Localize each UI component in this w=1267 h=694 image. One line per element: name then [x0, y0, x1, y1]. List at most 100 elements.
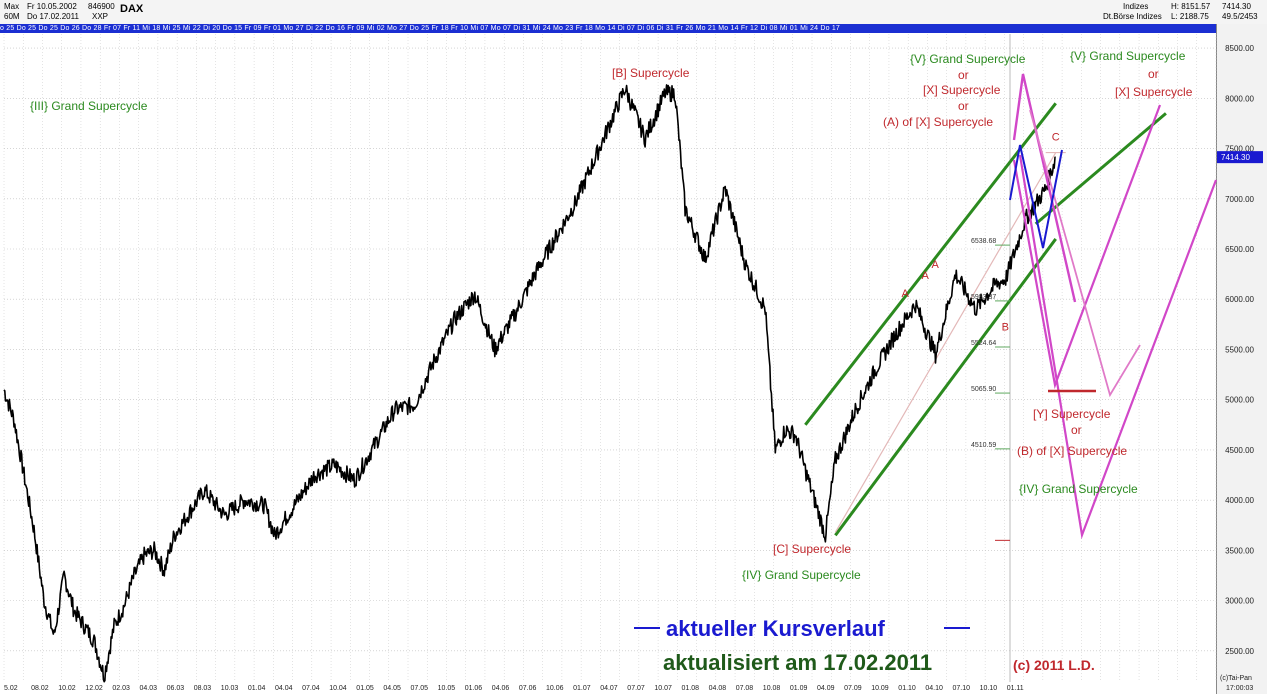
axis-labels: 2500.00 3000.00 3500.00 4000.00 4500.00 5000.… [4, 44, 1263, 692]
wave-label-b: B [1002, 321, 1009, 333]
annotation-iii-grand-supercycle: {III} Grand Supercycle [30, 99, 148, 113]
annotation-v-grand-supercycle: {V} Grand Supercycle [910, 52, 1026, 66]
period-date: Do 17.02.2011 [27, 12, 79, 21]
wave-label-a: A [932, 259, 940, 271]
x-tick-label: 04.03 [140, 685, 158, 692]
x-tick-label: 07.08 [736, 685, 754, 692]
inner-trend-line [834, 152, 1057, 533]
level-label: 5983.37 [971, 294, 996, 301]
annotation-v-right-or: or [1148, 67, 1159, 81]
y-tick-label: 6500.00 [1225, 245, 1254, 254]
low-label: L: 2188.75 [1171, 12, 1209, 21]
wave-label-a: A [922, 270, 930, 282]
x-tick-label: 01.10 [898, 685, 916, 692]
max-label: Max [4, 2, 20, 11]
x-tick-label: 07.05 [411, 685, 429, 692]
x-tick-label: 01.11 [1007, 685, 1024, 692]
y-tick-label: 5500.00 [1225, 345, 1254, 354]
dax-price-line [3, 84, 1056, 683]
annotation-x-right: [X] Supercycle [1115, 85, 1193, 99]
trend-channel [804, 102, 1167, 537]
x-tick-label: 10.05 [438, 685, 456, 692]
exchange-label: Dt.Börse Indizes [1103, 12, 1162, 21]
period-label: 60M [4, 12, 20, 21]
x-tick-label: 07.04 [302, 685, 320, 692]
x-tick-label: 10.02 [58, 685, 76, 692]
annotation-y-supercycle: [Y] Supercycle [1033, 407, 1111, 421]
x-tick-label: 04.05 [383, 685, 401, 692]
annotation-x-supercycle: [X] Supercycle [923, 83, 1001, 97]
x-tick-label: 10.04 [329, 685, 347, 692]
category-label: Indizes [1123, 2, 1149, 11]
y-tick-label: 8500.00 [1225, 44, 1254, 53]
x-tick-label: 10.06 [546, 685, 564, 692]
x-tick-label: 01.09 [790, 685, 808, 692]
x-tick-label: 10.09 [871, 685, 889, 692]
updated-on-label: aktualisiert am 17.02.2011 [663, 650, 932, 675]
x-tick-label: 01.08 [682, 685, 700, 692]
projection-path-pink [1029, 109, 1141, 398]
current-course-path [1009, 144, 1063, 249]
y-tick-label: 4500.00 [1225, 446, 1254, 455]
x-tick-label: 01.07 [573, 685, 591, 692]
x-tick-label: 07.10 [953, 685, 971, 692]
annotation-iv-grand-right: {IV} Grand Supercycle [1019, 482, 1138, 496]
y-tick-label: 8000.00 [1225, 94, 1254, 103]
annotation-or-1: or [958, 68, 969, 82]
y-tick-label: 2500.00 [1225, 647, 1254, 656]
y-tick-label: 7500.00 [1225, 145, 1254, 154]
taipan-label: (c)Tai-Pan [1220, 675, 1252, 682]
annotation-a-of-x: (A) of [X] Supercycle [883, 115, 993, 129]
x-tick-label: 04.07 [600, 685, 618, 692]
annotation-v-right: {V} Grand Supercycle [1070, 49, 1186, 63]
y-tick-label: 6000.00 [1225, 295, 1254, 304]
annotation-b-of-x: (B) of [X] Supercycle [1017, 444, 1127, 458]
x-tick-label: 04.06 [492, 685, 510, 692]
price-axis-panel [1216, 24, 1267, 694]
date-strip: o 25 Do 25 Do 25 Do 26 Do 28 Fr 07 Fr 11… [0, 24, 1216, 33]
x-tick-label: 04.09 [817, 685, 835, 692]
y-tick-label: 3000.00 [1225, 597, 1254, 606]
annotation-c-supercycle: [C] Supercycle [773, 542, 851, 556]
level-markers: 6538.68 5983.37 5524.64 5065.90 4510.59 [971, 238, 1010, 541]
wave-label-c: C [1052, 132, 1060, 144]
price-series [3, 84, 1056, 683]
channel-line [804, 102, 1057, 426]
x-tick-label: 10.07 [654, 685, 672, 692]
copyright-label: (c) 2011 L.D. [1013, 657, 1095, 673]
y-tick-label: 3500.00 [1225, 546, 1254, 555]
symbol-label: DAX [120, 3, 144, 15]
annotation-iv-grand-bottom: {IV} Grand Supercycle [742, 568, 861, 582]
x-tick-label: 02.03 [112, 685, 130, 692]
last-price-label: 7414.30 [1221, 153, 1250, 162]
exchange-code: XXP [92, 12, 109, 21]
channel-line [1034, 112, 1167, 226]
y-tick-label: 7000.00 [1225, 195, 1254, 204]
projection-paths [1009, 73, 1218, 540]
x-tick-label: 08.02 [31, 685, 49, 692]
legend-current-course: aktueller Kursverlauf [666, 616, 886, 641]
x-tick-label: 06.03 [167, 685, 185, 692]
projection-path-v-peak [1012, 73, 1077, 303]
projection-path-y-wave [1012, 104, 1162, 390]
channel-line [834, 238, 1057, 537]
x-tick-label: 12.02 [85, 685, 103, 692]
x-tick-label: 5.02 [4, 685, 18, 692]
x-tick-label: 04.08 [709, 685, 727, 692]
x-tick-label: 10.03 [221, 685, 239, 692]
level-label: 4510.59 [971, 442, 996, 449]
y-tick-label: 5000.00 [1225, 396, 1254, 405]
x-tick-label: 10.10 [980, 685, 998, 692]
x-tick-label: 04.04 [275, 685, 293, 692]
last-price-box [1217, 151, 1263, 164]
level-label: 6538.68 [971, 238, 996, 245]
x-tick-label: 07.06 [519, 685, 537, 692]
x-tick-label: 01.04 [248, 685, 266, 692]
annotation-or-3: or [1071, 423, 1082, 437]
x-tick-label: 07.07 [627, 685, 645, 692]
grid [3, 34, 1217, 682]
clock-label: 17:00:03 [1226, 685, 1253, 692]
x-tick-label: 01.05 [356, 685, 374, 692]
